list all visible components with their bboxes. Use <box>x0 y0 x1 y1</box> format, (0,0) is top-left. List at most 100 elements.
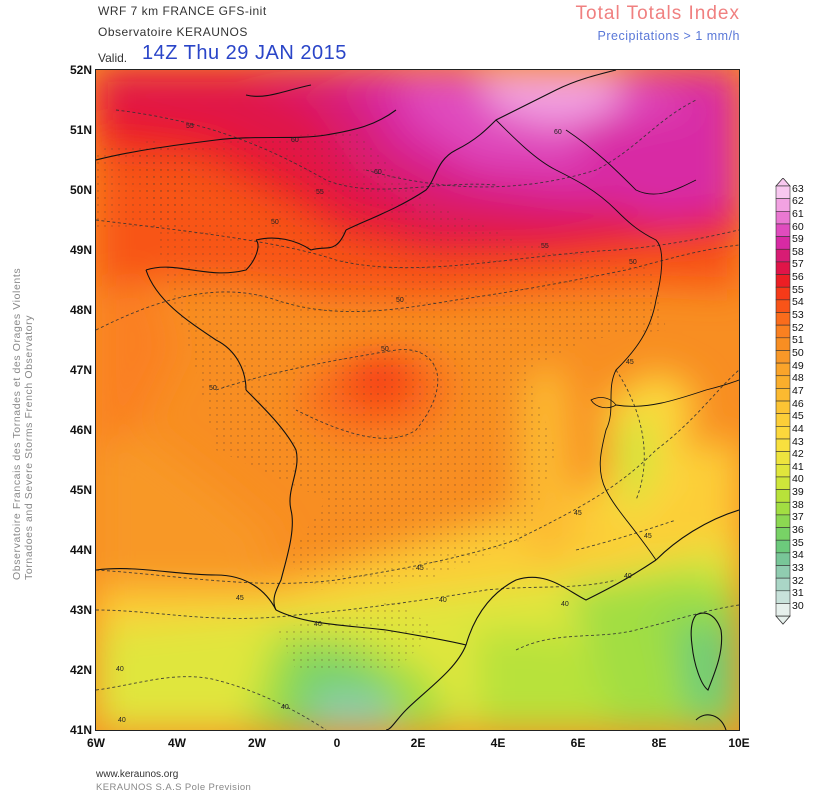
organization-name: Observatoire KERAUNOS <box>98 25 248 39</box>
legend-value: 30 <box>792 599 804 612</box>
legend-swatch <box>775 577 791 592</box>
contour-label: 55 <box>316 189 324 196</box>
model-title: WRF 7 km FRANCE GFS-init <box>98 4 267 18</box>
valid-label: Valid. <box>98 51 128 65</box>
legend-value: 32 <box>792 574 804 587</box>
legend-value: 58 <box>792 245 804 258</box>
legend-swatch <box>775 552 791 566</box>
legend-value: 45 <box>792 410 804 423</box>
legend-swatch <box>775 451 791 465</box>
legend-value: 40 <box>792 473 804 486</box>
contour-label: 40 <box>314 621 322 628</box>
lon-label: 8E <box>651 736 667 750</box>
legend-value: 48 <box>792 372 804 385</box>
legend-swatch <box>775 527 791 541</box>
lon-label: 6W <box>87 736 105 750</box>
lon-label: 6E <box>570 736 586 750</box>
legend-value: 55 <box>792 283 804 296</box>
legend-swatch <box>775 413 791 427</box>
legend-swatch <box>775 210 791 225</box>
valid-time: 14Z Thu 29 JAN 2015 <box>142 42 347 64</box>
legend-swatch <box>775 476 791 490</box>
legend-value: 51 <box>792 334 804 347</box>
lat-label: 46N <box>69 423 92 437</box>
lat-label: 42N <box>69 663 92 677</box>
legend-swatch <box>775 375 791 389</box>
side-caption-english: Tornadoes and Severe Storms French Obser… <box>23 314 35 580</box>
lat-label: 49N <box>69 243 92 257</box>
legend-value: 35 <box>792 536 804 549</box>
precipitation-note: Precipitations > 1 mm/h <box>597 29 740 43</box>
contour-label: 45 <box>236 595 244 602</box>
contour-label: 60 <box>374 169 382 176</box>
legend-value: 57 <box>792 258 804 271</box>
legend-value: 38 <box>792 498 804 511</box>
lon-label: 2E <box>410 736 426 750</box>
legend-top-arrow <box>775 178 791 187</box>
lat-label: 41N <box>69 723 92 737</box>
legend-swatch <box>775 312 791 326</box>
legend-value: 56 <box>792 271 804 283</box>
contour-label: 40 <box>118 717 126 724</box>
legend-swatch <box>775 590 791 604</box>
legend-swatch <box>775 426 791 440</box>
legend-swatch <box>775 539 791 554</box>
lon-label: 4E <box>490 736 506 750</box>
lon-label: 4W <box>168 736 186 750</box>
legend-value: 49 <box>792 359 804 372</box>
legend-value: 61 <box>792 207 804 220</box>
legend-value: 34 <box>792 549 804 562</box>
lat-label: 44N <box>69 543 92 557</box>
contour-label: 40 <box>624 573 632 580</box>
contour-label: 60 <box>554 129 562 136</box>
lat-label: 45N <box>69 483 92 497</box>
legend-value: 36 <box>792 524 804 537</box>
lon-label: 2W <box>248 736 266 750</box>
legend-swatch <box>775 274 791 288</box>
contour-label: 50 <box>396 297 404 304</box>
contour-label: 40 <box>561 601 569 608</box>
legend-swatch <box>775 489 791 503</box>
legend-value: 37 <box>792 511 804 524</box>
map-svg: 55 60 55 50 60 60 55 50 50 50 50 45 45 4… <box>96 70 739 730</box>
legend-swatch <box>775 261 791 275</box>
legend-swatch <box>775 565 791 579</box>
footer-url[interactable]: www.keraunos.org <box>96 769 179 780</box>
lat-label: 48N <box>69 303 92 317</box>
map-panel: 55 60 55 50 60 60 55 50 50 50 50 45 45 4… <box>95 69 740 731</box>
legend-value: 60 <box>792 220 804 233</box>
contour-label: 55 <box>186 123 194 130</box>
legend-swatch <box>775 501 791 516</box>
legend-swatch <box>775 514 791 528</box>
legend-value: 52 <box>792 321 804 334</box>
legend-value: 63 <box>792 182 804 195</box>
lat-label: 52N <box>69 63 92 77</box>
lat-label: 47N <box>69 363 92 377</box>
legend-swatch <box>775 286 791 301</box>
lon-label: 10E <box>728 736 750 750</box>
color-legend <box>775 178 791 625</box>
contour-label: 50 <box>629 259 637 266</box>
legend-value: 62 <box>792 195 804 208</box>
legend-value: 44 <box>792 422 804 435</box>
legend-value: 59 <box>792 233 804 246</box>
legend-value: 46 <box>792 397 804 410</box>
lon-label: 0 <box>333 736 341 750</box>
contour-label: 50 <box>381 346 389 353</box>
legend-value: 53 <box>792 309 804 321</box>
legend-swatch <box>775 388 791 402</box>
contour-label: 60 <box>291 137 299 144</box>
legend-value: 41 <box>792 460 804 473</box>
contour-label: 45 <box>416 565 424 572</box>
index-title: Total Totals Index <box>575 3 740 24</box>
legend-swatch <box>775 350 791 364</box>
legend-swatch <box>775 400 791 415</box>
legend-value: 47 <box>792 384 804 397</box>
legend-value: 39 <box>792 486 804 499</box>
legend-swatch <box>775 362 791 377</box>
legend-value: 50 <box>792 347 804 359</box>
side-caption-french: Observatoire Francais des Tornades et de… <box>11 267 23 580</box>
contour-label: 40 <box>281 704 289 711</box>
contour-label: 45 <box>626 359 634 366</box>
legend-value: 54 <box>792 296 804 309</box>
